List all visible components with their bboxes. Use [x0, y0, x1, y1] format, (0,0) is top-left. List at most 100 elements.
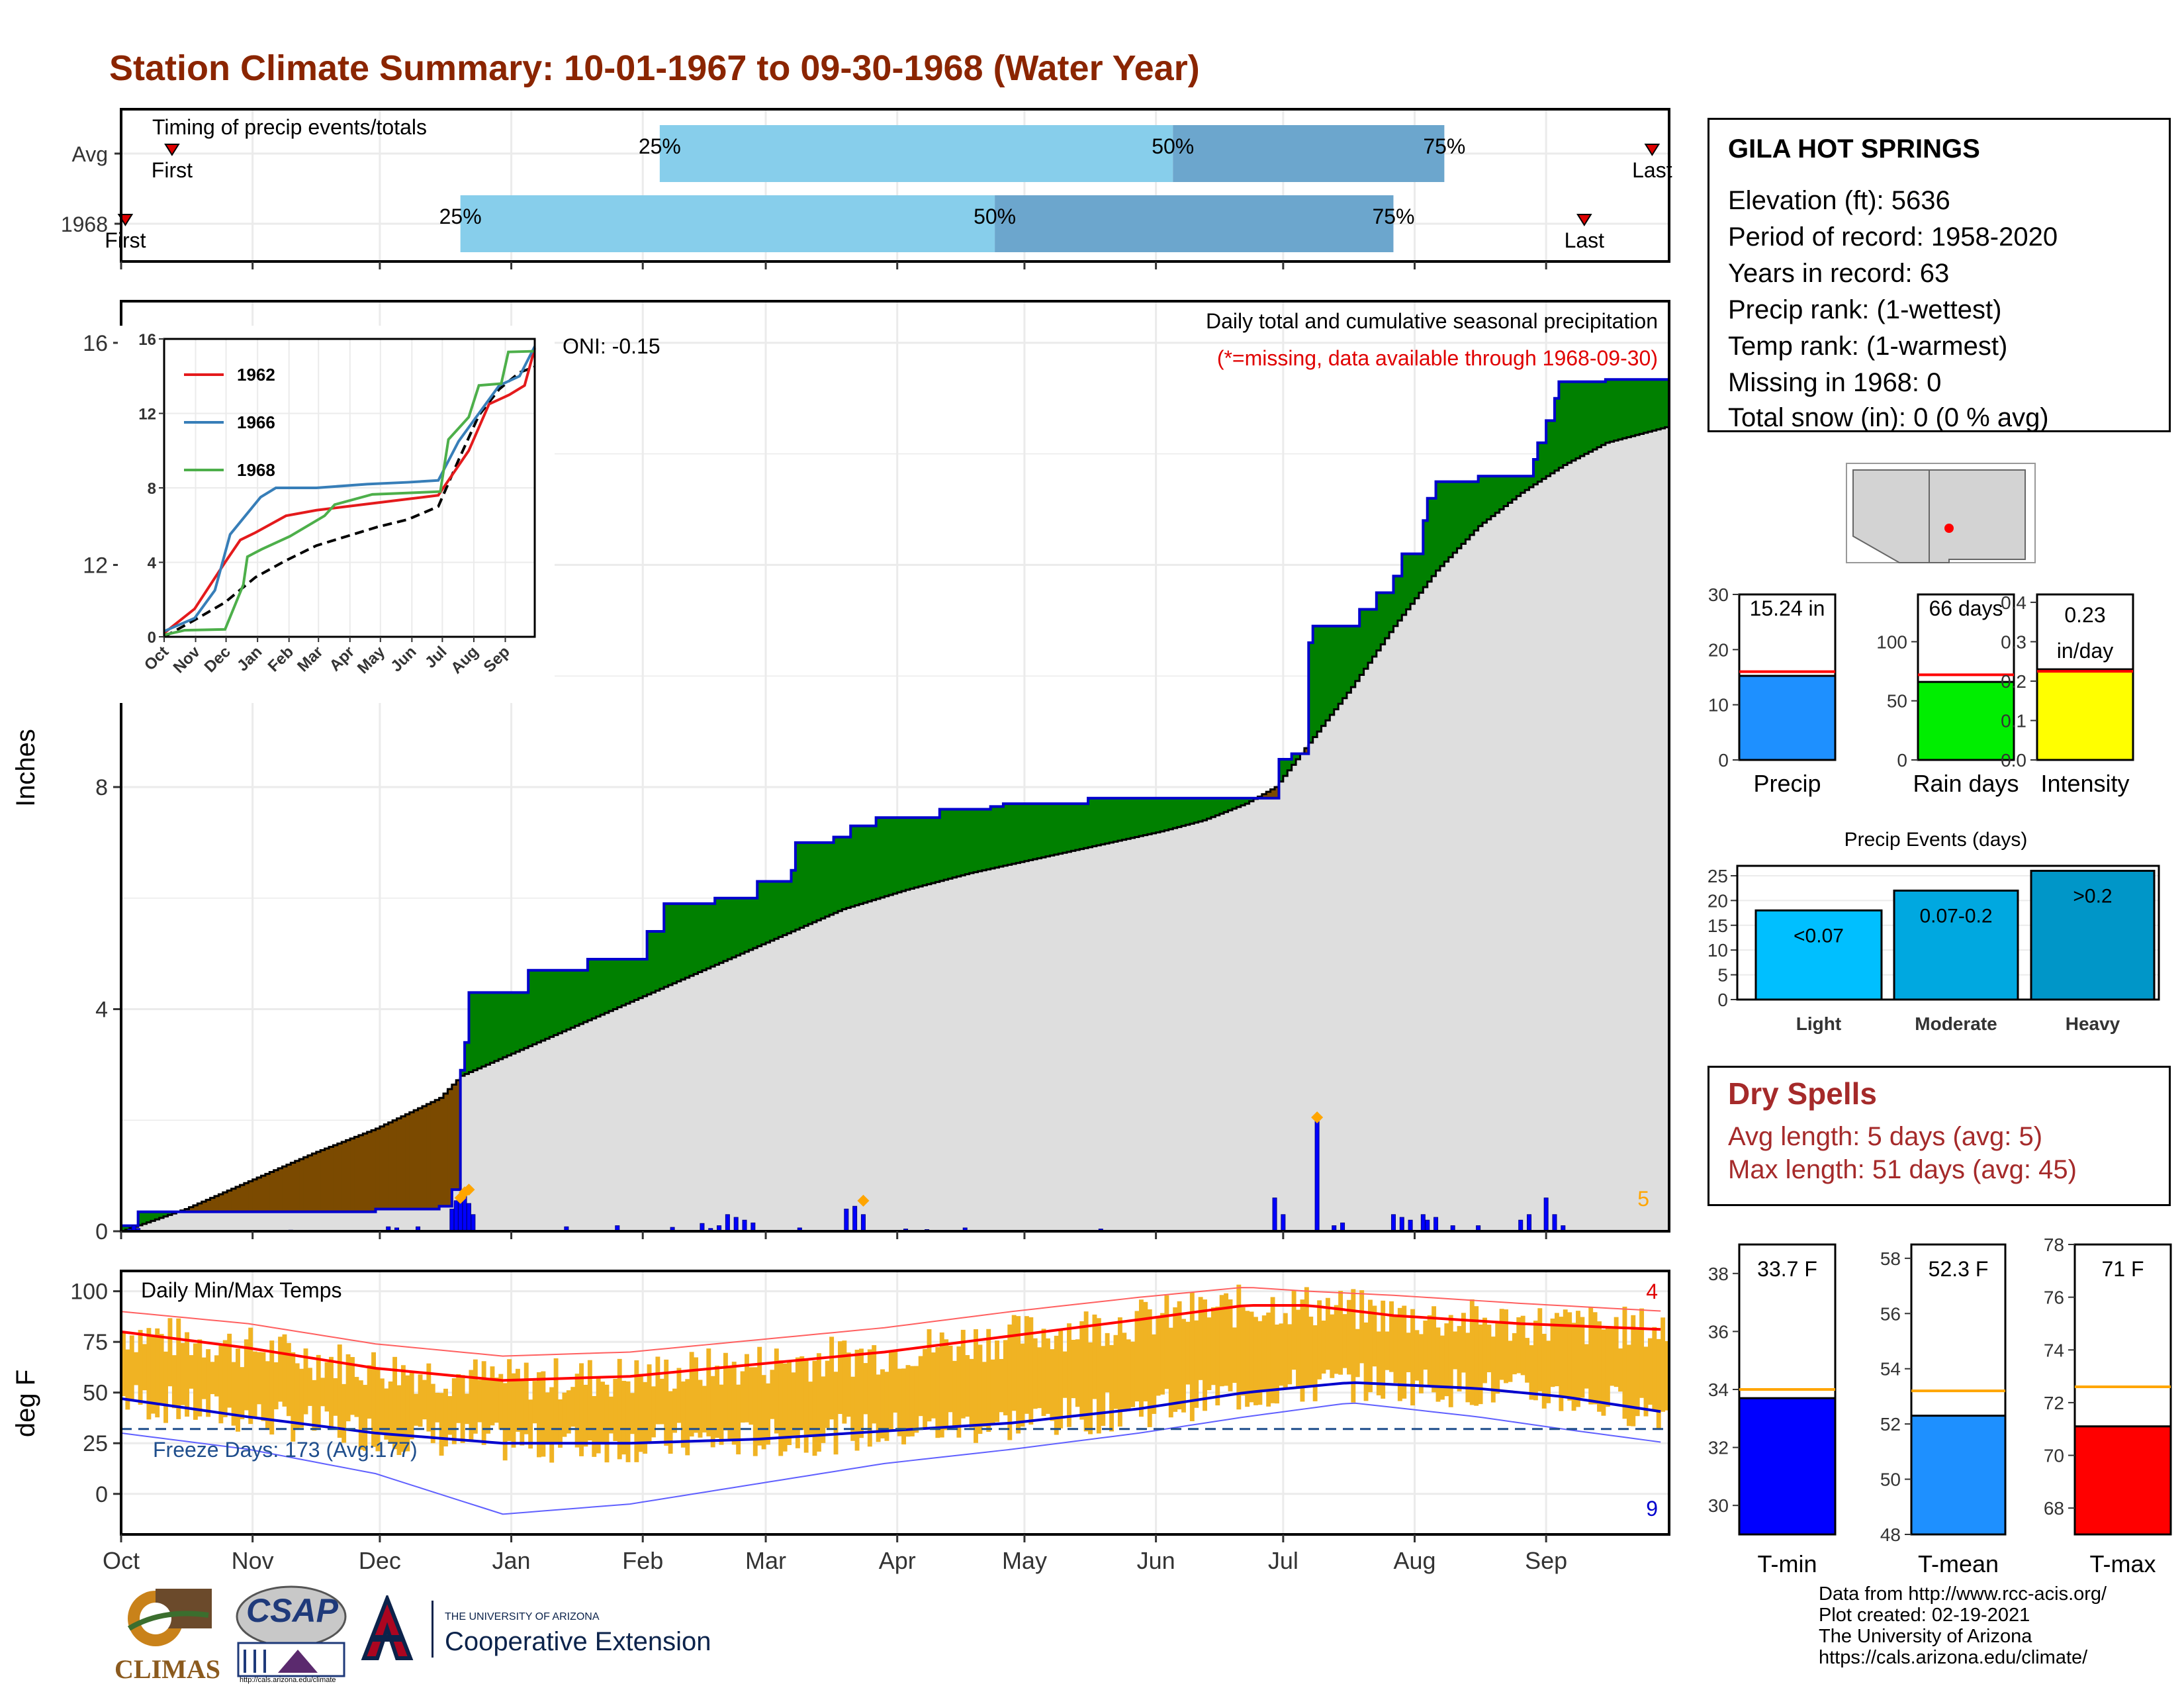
surplus-fill [1664, 379, 1670, 428]
summary-bar-tick-label: 100 [1876, 632, 1907, 652]
csap-logo-icon [236, 1585, 347, 1677]
precip-panel-border [120, 300, 1670, 1233]
daily-temp-bar [757, 1346, 762, 1446]
deficit-fill [1275, 786, 1280, 798]
daily-temp-bar [931, 1352, 936, 1419]
daily-temp-bar [939, 1332, 944, 1438]
surplus-fill [757, 881, 762, 947]
daily-temp-bar [668, 1391, 673, 1454]
precip-events-title: Precip Events (days) [1844, 829, 2028, 851]
surplus-fill [1635, 379, 1640, 436]
surplus-fill [600, 959, 606, 1015]
surplus-fill [558, 970, 563, 1033]
surplus-fill [490, 992, 495, 1063]
daily-temp-bar [1432, 1306, 1437, 1393]
daily-temp-bar [613, 1378, 618, 1441]
summary-bar-tick-label: 0.1 [2001, 710, 2026, 731]
daily-temp-bar [617, 1358, 622, 1460]
surplus-fill [1067, 804, 1072, 852]
daily-temp-bar [155, 1328, 160, 1418]
daily-temp-bar [1041, 1329, 1046, 1417]
deficit-fill [409, 1112, 414, 1209]
surplus-fill [1546, 420, 1551, 477]
surplus-fill [846, 837, 851, 908]
surplus-fill [1432, 498, 1437, 577]
deficit-fill [265, 1174, 270, 1212]
surplus-fill [1639, 379, 1645, 434]
daily-temp-bar [659, 1378, 664, 1425]
surplus-fill [617, 959, 622, 1008]
daily-temp-bar [185, 1332, 190, 1417]
deficit-fill [189, 1207, 194, 1212]
surplus-fill [1444, 481, 1449, 562]
surplus-fill [1661, 379, 1666, 429]
temp-summary-tick-label: 38 [1708, 1264, 1729, 1284]
surplus-fill [816, 842, 821, 921]
temp-summary-bar [1910, 1415, 2007, 1536]
daily-temp-bar [189, 1355, 194, 1389]
temp-summary-tick-label: 50 [1880, 1470, 1901, 1490]
credit-data-source: Data from http://www.rcc-acis.org/ [1819, 1583, 2107, 1605]
daily-temp-bar [1610, 1329, 1615, 1386]
daily-temp-bar [923, 1348, 928, 1429]
csap-logo: CSAP http://cals.arizona.edu/climate [232, 1583, 351, 1684]
surplus-fill [1529, 476, 1534, 487]
daily-temp-bar [651, 1386, 656, 1438]
temp-summary-tick-label: 58 [1880, 1248, 1901, 1269]
daily-temp-bar [511, 1373, 516, 1448]
timing-label-50: 50% [974, 205, 1016, 228]
inset-legend-label: 1966 [237, 412, 275, 432]
daily-temp-bar [1351, 1289, 1356, 1403]
surplus-fill [587, 959, 592, 1021]
daily-temp-bar [1465, 1333, 1471, 1403]
daily-temp-bar [125, 1349, 130, 1410]
daily-temp-bar [566, 1390, 571, 1434]
daily-temp-bar [435, 1393, 440, 1423]
daily-temp-bar [1406, 1333, 1411, 1372]
daily-temp-bar [1372, 1305, 1377, 1367]
new-mexico-shape [1929, 469, 2026, 563]
temp-y-tick-label: 100 [70, 1280, 108, 1305]
timing-title: Timing of precip events/totals [152, 115, 427, 139]
daily-temp-bar [1050, 1349, 1055, 1421]
surplus-fill [494, 992, 499, 1061]
daily-temp-bar [1249, 1311, 1254, 1403]
daily-temp-bar [1045, 1338, 1050, 1414]
daily-temp-bar [1614, 1317, 1619, 1387]
daily-temp-bar [409, 1372, 414, 1440]
daily-temp-bar [167, 1318, 173, 1387]
daily-temp-bar [710, 1376, 715, 1448]
deficit-fill [456, 1080, 461, 1190]
surplus-fill [163, 1211, 169, 1217]
surplus-fill [1461, 481, 1467, 544]
surplus-fill [1041, 804, 1046, 858]
surplus-fill [1368, 609, 1373, 663]
station-name: GILA HOT SPRINGS [1728, 134, 1980, 164]
daily-temp-bar [363, 1385, 368, 1451]
temp-summary-tick-label: 68 [2044, 1498, 2064, 1519]
temp-panel-border [120, 1270, 1670, 1536]
surplus-fill [715, 898, 720, 965]
daily-temp-bar [142, 1344, 147, 1391]
daily-temp-bar [1143, 1301, 1148, 1402]
daily-temp-bar [791, 1372, 796, 1436]
daily-temp-bar [1554, 1313, 1559, 1387]
surplus-fill [710, 904, 715, 967]
precip-events-tick-label: 25 [1707, 866, 1728, 886]
daily-precip-bar [449, 1208, 455, 1232]
daily-temp-bar [1576, 1311, 1580, 1407]
timing-last-label: Last [1632, 158, 1672, 182]
deficit-fill [329, 1147, 334, 1212]
daily-precip-bar [1420, 1214, 1426, 1232]
daily-temp-bar [214, 1355, 219, 1397]
daily-temp-bar [1508, 1340, 1513, 1382]
daily-temp-bar [1203, 1299, 1208, 1411]
daily-temp-bar [1631, 1315, 1636, 1427]
summary-bar-tick-label: 30 [1708, 585, 1729, 605]
surplus-fill [978, 809, 983, 872]
daily-temp-bar [918, 1356, 923, 1417]
daily-temp-bar [664, 1359, 669, 1446]
daily-precip-bar [466, 1203, 471, 1232]
daily-temp-bar [867, 1349, 872, 1447]
daily-temp-bar [715, 1366, 720, 1438]
